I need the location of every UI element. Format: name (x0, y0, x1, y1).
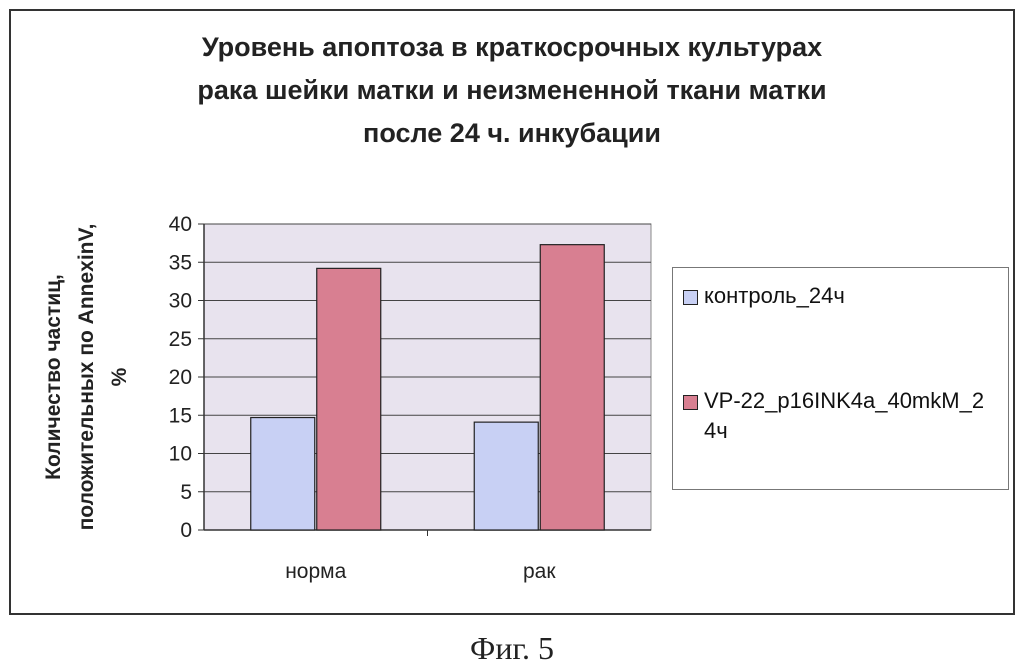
figure-caption: Фиг. 5 (0, 630, 1024, 667)
y-axis-label-line-3: % (108, 367, 131, 386)
legend: контроль_24ч VP-22_p16INK4a_40mkM_24ч (672, 267, 1009, 490)
y-tick-label: 40 (169, 213, 192, 236)
bar-vp22-0 (317, 268, 381, 530)
y-tick-label: 10 (169, 443, 192, 466)
bar-control-0 (251, 418, 315, 530)
y-axis-label-line-2: положительных по AnnexinV, (75, 224, 98, 531)
y-axis-label-line-1: Количество частиц, (42, 274, 65, 480)
y-tick-label: 35 (169, 251, 192, 274)
bar-control-1 (474, 422, 538, 530)
legend-item-control: контроль_24ч (683, 281, 994, 311)
bar-vp22-1 (540, 245, 604, 530)
y-tick-label: 15 (169, 404, 192, 427)
y-tick-label: 25 (169, 328, 192, 351)
legend-swatch-vp22 (683, 395, 698, 410)
x-tick-label: рак (523, 560, 556, 583)
legend-item-vp22: VP-22_p16INK4a_40mkM_24ч (683, 386, 994, 446)
y-tick-label: 5 (180, 481, 192, 504)
legend-label-vp22: VP-22_p16INK4a_40mkM_24ч (704, 386, 994, 446)
y-tick-label: 30 (169, 290, 192, 313)
y-tick-label: 20 (169, 366, 192, 389)
y-tick-label: 0 (180, 519, 192, 542)
legend-swatch-control (683, 290, 698, 305)
legend-label-control: контроль_24ч (704, 281, 994, 311)
x-tick-label: норма (285, 560, 346, 583)
